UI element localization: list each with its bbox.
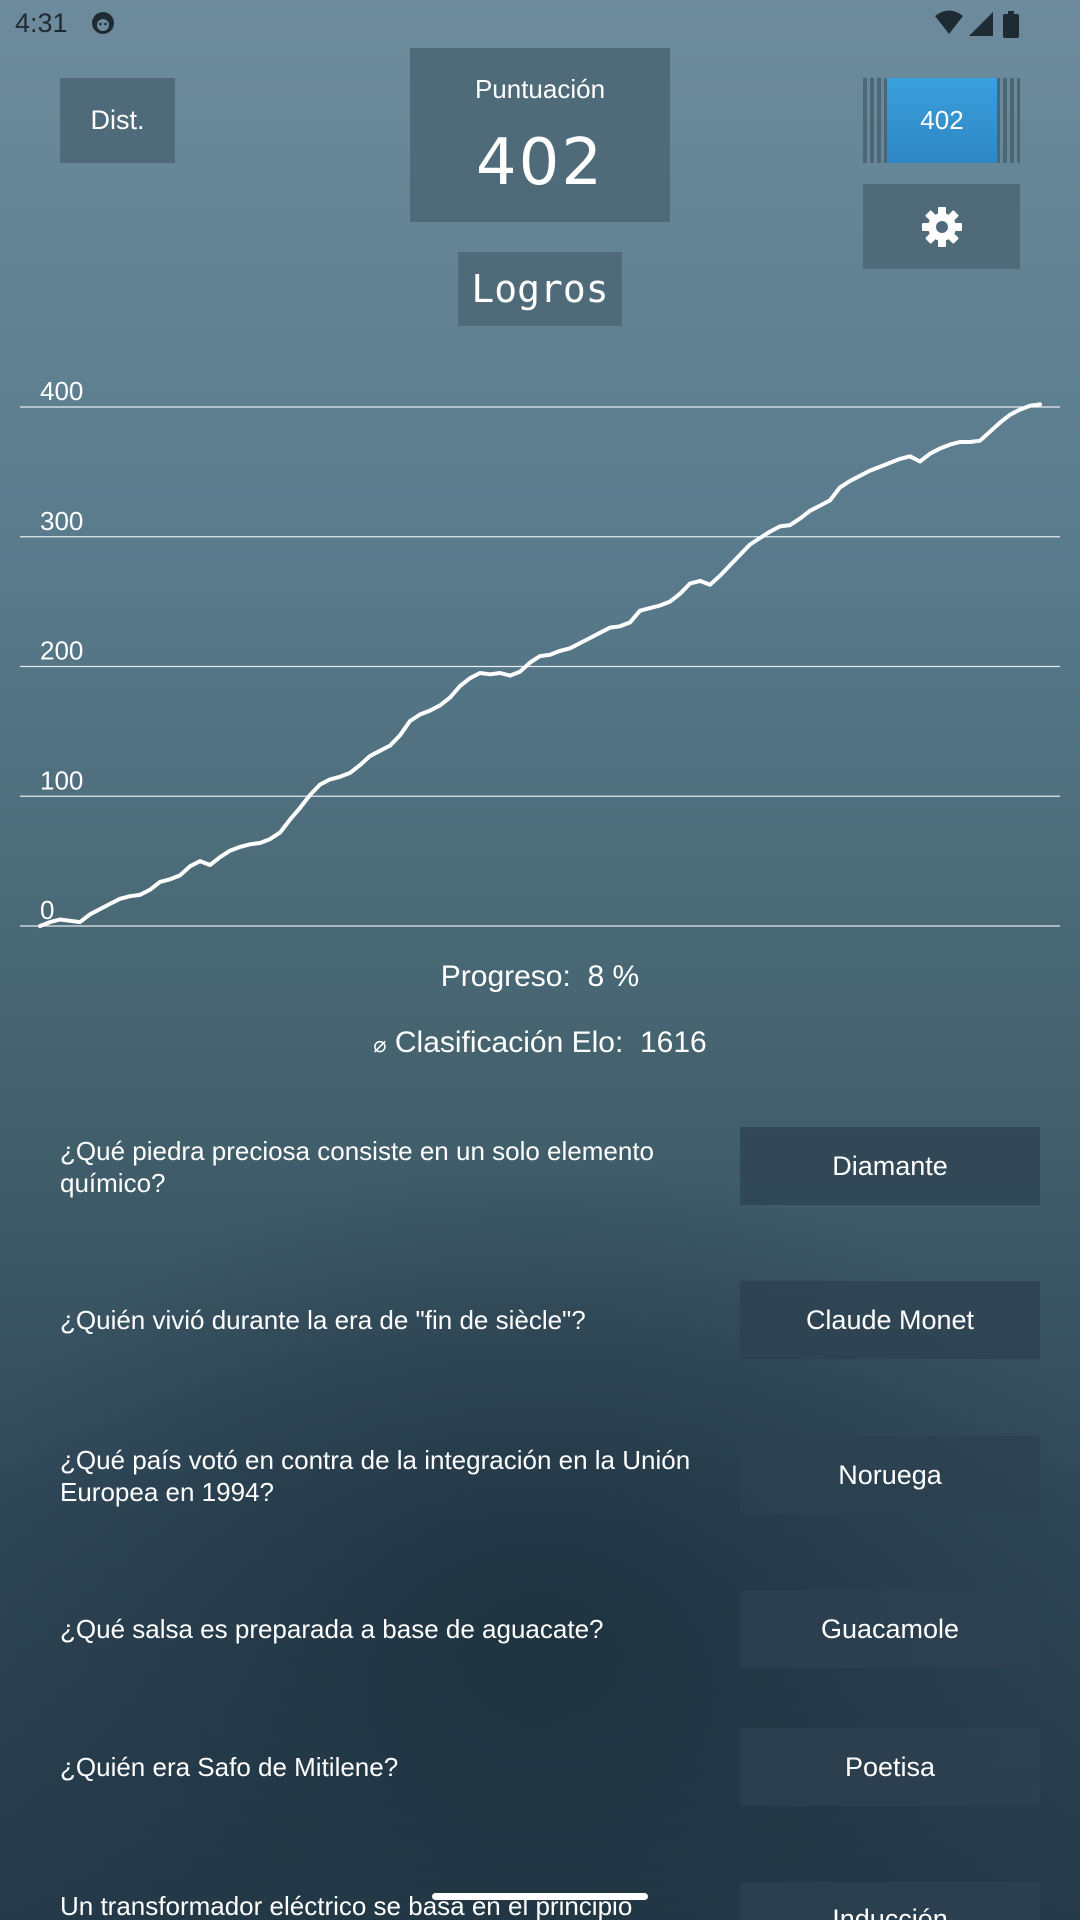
y-tick-label: 200 [40, 636, 83, 666]
score-series-line [38, 402, 1042, 928]
signal-icon [969, 12, 993, 36]
list-item: ¿Qué país votó en contra de la integraci… [0, 1436, 1080, 1516]
answer-button[interactable]: Guacamole [740, 1590, 1040, 1668]
answer-button[interactable]: Poetisa [740, 1728, 1040, 1806]
list-item: Un transformador eléctrico se basa en el… [0, 1882, 1080, 1920]
list-item: ¿Quién vivió durante la era de "fin de s… [0, 1281, 1080, 1361]
score-history-chart: 0 100 200 300 400 [20, 376, 1060, 928]
list-item: ¿Qué piedra preciosa consiste en un solo… [0, 1127, 1080, 1207]
y-tick-label: 100 [40, 765, 83, 795]
battery-icon [1003, 11, 1019, 38]
wifi-icon [935, 10, 963, 34]
answer-button[interactable]: Noruega [740, 1436, 1040, 1514]
question-text: ¿Qué país votó en contra de la integraci… [60, 1445, 691, 1507]
y-tick-label: 0 [40, 895, 54, 925]
android-notification-icon [92, 12, 114, 34]
list-item: ¿Quién era Safo de Mitilene? Poetisa [0, 1728, 1080, 1808]
score-badge[interactable]: 402 [863, 78, 1020, 163]
answer-button[interactable]: Claude Monet [740, 1281, 1040, 1359]
progress-value: 8 % [587, 960, 640, 993]
question-text: ¿Qué piedra preciosa consiste en un solo… [60, 1136, 655, 1198]
score-value: 402 [475, 126, 605, 200]
settings-button[interactable] [863, 184, 1020, 269]
badge-value: 402 [887, 78, 997, 163]
status-icons [933, 8, 1025, 40]
elo-line: ⌀ Clasificación Elo: 1616 [0, 1026, 1080, 1060]
dist-label: Dist. [90, 105, 145, 135]
answer-button[interactable]: Diamante [740, 1127, 1040, 1205]
score-label: Puntuación [474, 74, 606, 104]
question-text: ¿Quién era Safo de Mitilene? [60, 1752, 399, 1782]
status-time: 4:31 [15, 8, 68, 38]
elo-value: 1616 [639, 1026, 707, 1059]
progress-label: Progreso: [440, 960, 571, 993]
achievements-button[interactable]: Logros [458, 252, 622, 326]
answer-button[interactable]: Inducción [740, 1882, 1040, 1920]
elo-label: Clasificación Elo: [394, 1026, 624, 1059]
y-tick-label: 400 [40, 376, 83, 406]
gear-icon [921, 206, 962, 247]
question-text: ¿Quién vivió durante la era de "fin de s… [60, 1305, 586, 1335]
question-text: ¿Qué salsa es preparada a base de aguaca… [60, 1614, 604, 1644]
achievements-label: Logros [471, 267, 609, 311]
progress-line: Progreso: 8 % [0, 960, 1080, 994]
list-item: ¿Qué salsa es preparada a base de aguaca… [0, 1590, 1080, 1670]
y-tick-label: 300 [40, 506, 83, 536]
score-panel: Puntuación 402 [410, 48, 670, 222]
gesture-nav-handle[interactable] [432, 1893, 648, 1900]
average-symbol: ⌀ [373, 1032, 387, 1057]
dist-button[interactable]: Dist. [60, 78, 175, 163]
